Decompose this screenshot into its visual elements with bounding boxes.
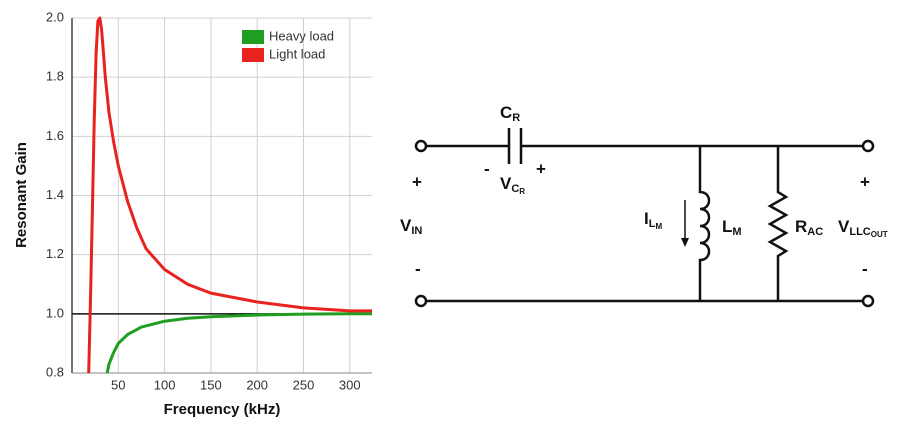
terminal: [414, 294, 428, 308]
legend-label: Light load: [269, 46, 325, 61]
sign: -: [484, 159, 490, 178]
label-rac: RAC: [795, 217, 823, 237]
sign: +: [536, 159, 546, 178]
x-tick-label: 150: [200, 377, 222, 392]
x-tick-label: 300: [339, 377, 361, 392]
inductor: [698, 146, 711, 301]
series-line: [87, 16, 372, 374]
circuit: [414, 128, 875, 308]
sign: -: [862, 259, 868, 278]
label-vcr: VCR: [500, 174, 525, 196]
resistor: [767, 146, 789, 301]
terminal: [861, 139, 875, 153]
legend-swatch: [242, 30, 264, 44]
y-tick-label: 2.0: [46, 9, 64, 24]
wire: [426, 144, 863, 303]
terminal: [414, 139, 428, 153]
series-line: [105, 312, 372, 374]
y-tick-label: 1.2: [46, 246, 64, 261]
legend-swatch: [242, 48, 264, 62]
label-vout: VLLCOUT: [838, 217, 888, 239]
label-vin: VIN: [400, 216, 422, 236]
y-tick-label: 1.0: [46, 305, 64, 320]
terminal: [861, 294, 875, 308]
sign: +: [860, 172, 870, 191]
sign: -: [415, 259, 421, 278]
x-tick-label: 100: [154, 377, 176, 392]
arrow-head: [681, 238, 689, 247]
y-axis-label: Resonant Gain: [13, 142, 30, 248]
label-lm: LM: [722, 217, 742, 237]
x-tick-label: 250: [293, 377, 315, 392]
x-tick-label: 200: [246, 377, 268, 392]
y-tick-label: 0.8: [46, 364, 64, 379]
y-tick-label: 1.4: [46, 187, 64, 202]
legend-label: Heavy load: [269, 28, 334, 43]
label-cr: CR: [500, 103, 520, 123]
y-tick-label: 1.8: [46, 69, 64, 84]
sign: +: [412, 172, 422, 191]
y-tick-label: 1.6: [46, 128, 64, 143]
x-axis-label: Frequency (kHz): [164, 401, 281, 418]
label-ilm: ILM: [644, 209, 662, 231]
capacitor: [507, 128, 523, 164]
x-tick-label: 50: [111, 377, 125, 392]
